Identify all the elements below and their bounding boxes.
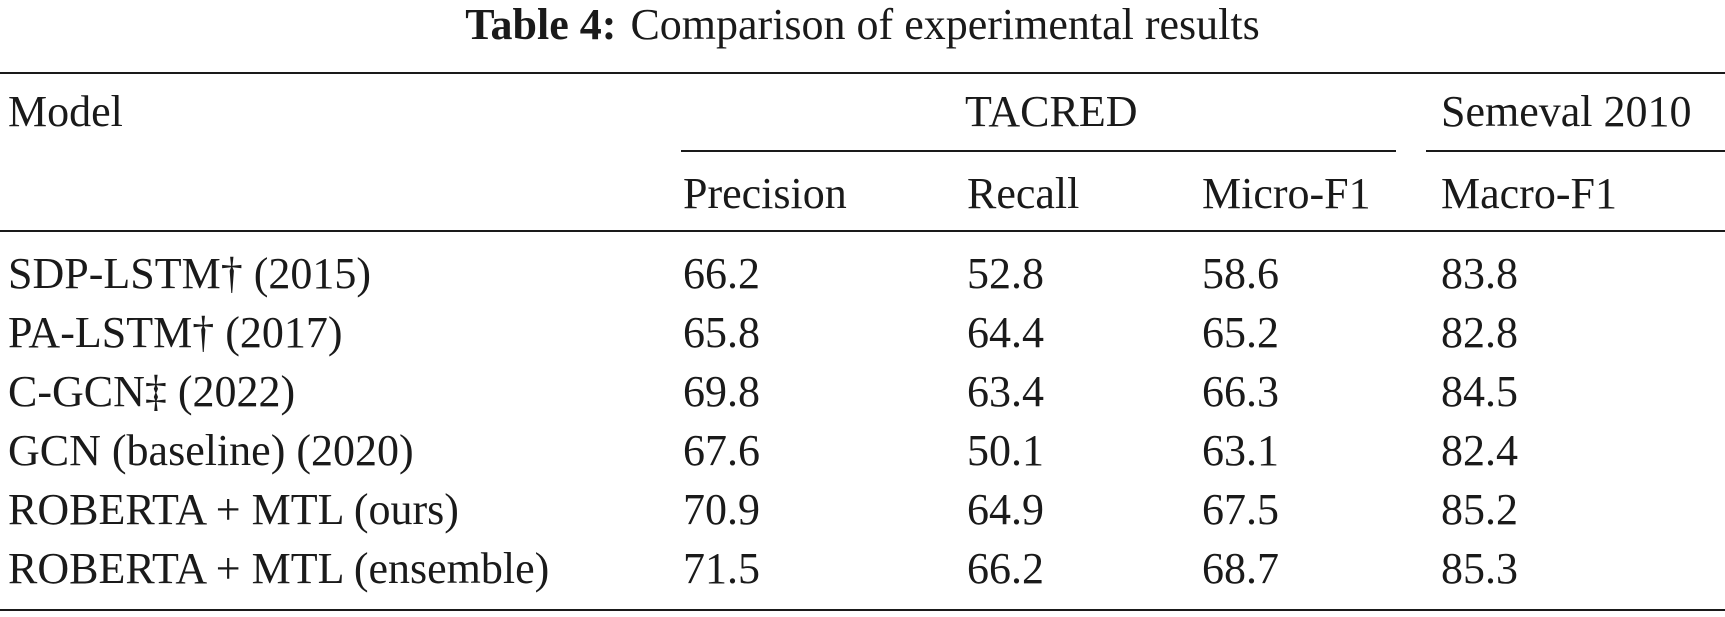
row-6-recall: 66.2	[967, 544, 1044, 593]
header-rule	[0, 230, 1725, 232]
row-4-macro-f1: 82.4	[1441, 426, 1518, 475]
table-caption-text: Comparison of experimental results	[630, 0, 1260, 49]
table-caption: Table 4: Comparison of experimental resul…	[0, 0, 1725, 49]
tacred-group-rule	[681, 150, 1396, 152]
row-1-recall: 52.8	[967, 249, 1044, 298]
row-6-model: ROBERTA + MTL (ensemble)	[8, 544, 550, 593]
row-4-recall: 50.1	[967, 426, 1044, 475]
row-1-macro-f1: 83.8	[1441, 249, 1518, 298]
table-caption-label: Table 4:	[465, 0, 617, 49]
row-6-micro-f1: 68.7	[1202, 544, 1279, 593]
row-5-macro-f1: 85.2	[1441, 485, 1518, 534]
row-6-macro-f1: 85.3	[1441, 544, 1518, 593]
row-2-model: PA-LSTM† (2017)	[8, 308, 343, 357]
top-rule	[0, 72, 1725, 74]
row-3-precision: 69.8	[683, 367, 760, 416]
row-4-model: GCN (baseline) (2020)	[8, 426, 414, 475]
header-macro-f1: Macro-F1	[1441, 169, 1617, 218]
row-4-micro-f1: 63.1	[1202, 426, 1279, 475]
header-tacred: TACRED	[965, 87, 1138, 136]
row-2-recall: 64.4	[967, 308, 1044, 357]
row-5-precision: 70.9	[683, 485, 760, 534]
bottom-rule	[0, 609, 1725, 611]
header-recall: Recall	[967, 169, 1080, 218]
header-micro-f1: Micro-F1	[1202, 169, 1371, 218]
row-1-precision: 66.2	[683, 249, 760, 298]
semeval-group-rule	[1426, 150, 1725, 152]
header-model: Model	[8, 87, 123, 136]
row-5-model: ROBERTA + MTL (ours)	[8, 485, 459, 534]
row-2-micro-f1: 65.2	[1202, 308, 1279, 357]
row-3-recall: 63.4	[967, 367, 1044, 416]
row-4-precision: 67.6	[683, 426, 760, 475]
row-1-micro-f1: 58.6	[1202, 249, 1279, 298]
header-precision: Precision	[683, 169, 847, 218]
row-2-macro-f1: 82.8	[1441, 308, 1518, 357]
row-1-model: SDP-LSTM† (2015)	[8, 249, 372, 298]
row-5-recall: 64.9	[967, 485, 1044, 534]
row-2-precision: 65.8	[683, 308, 760, 357]
header-semeval: Semeval 2010	[1441, 87, 1692, 136]
row-3-macro-f1: 84.5	[1441, 367, 1518, 416]
row-3-micro-f1: 66.3	[1202, 367, 1279, 416]
row-3-model: C-GCN‡ (2022)	[8, 367, 296, 416]
row-5-micro-f1: 67.5	[1202, 485, 1279, 534]
row-6-precision: 71.5	[683, 544, 760, 593]
